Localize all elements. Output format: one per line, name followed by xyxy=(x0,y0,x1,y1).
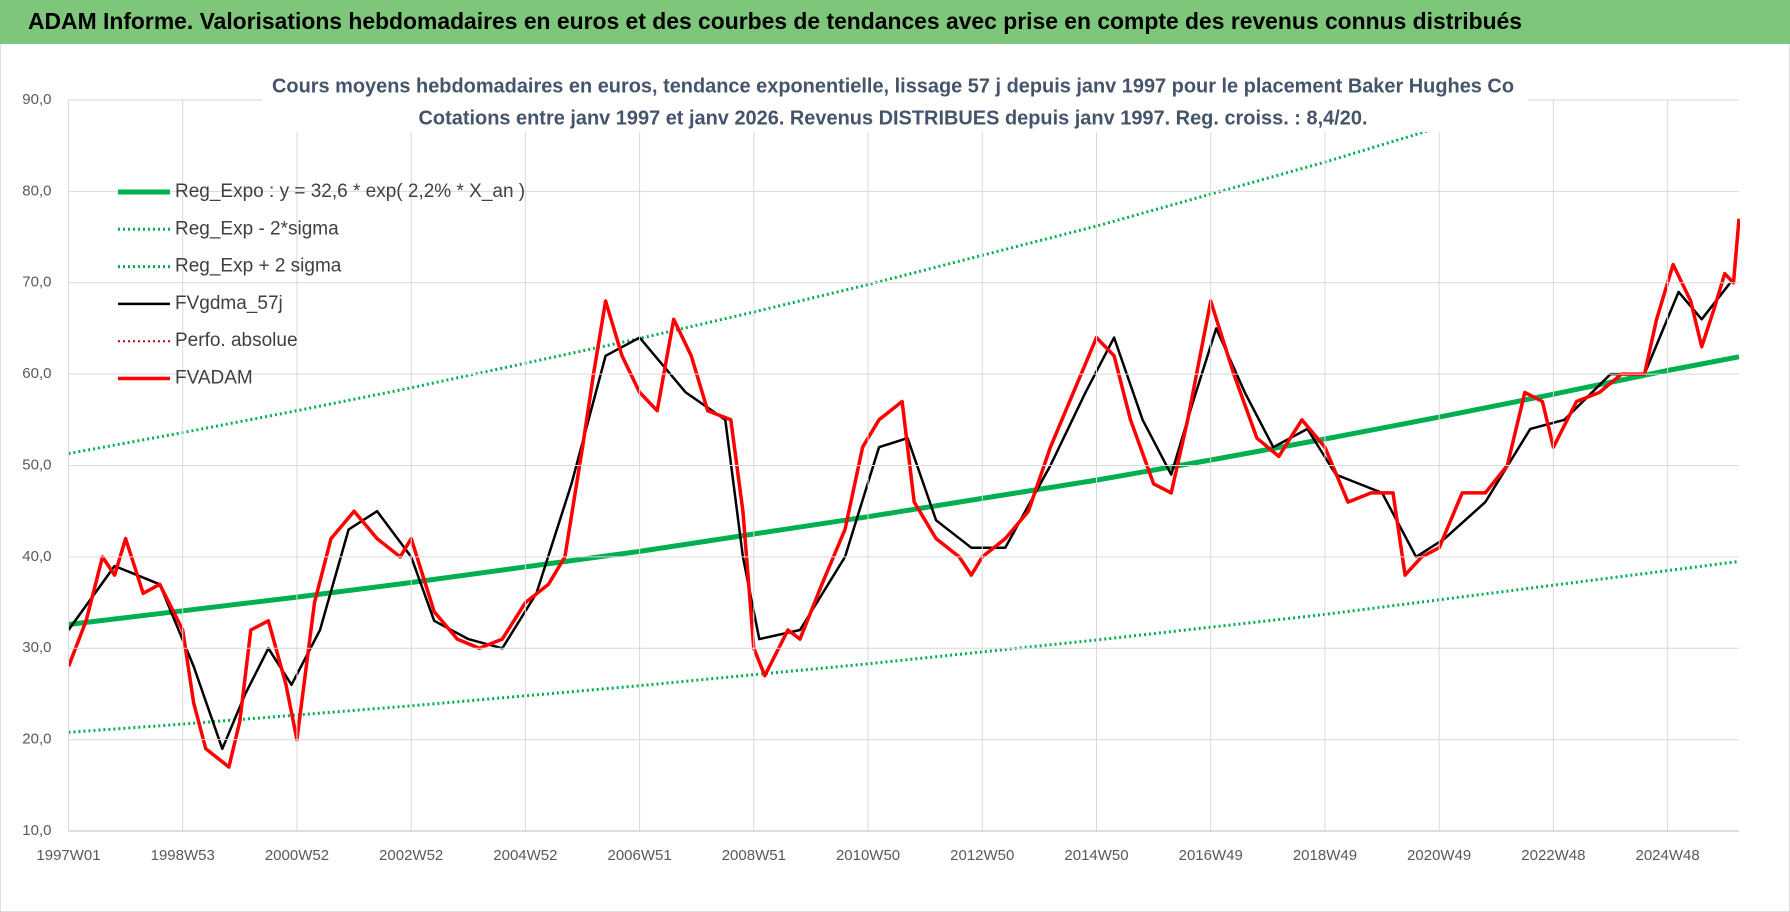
x-tick-label: 2010W50 xyxy=(836,847,900,864)
legend-label: Perfo. absolue xyxy=(175,330,298,351)
y-tick-label: 90,0 xyxy=(22,91,51,108)
y-tick-label: 80,0 xyxy=(22,182,51,199)
y-tick-label: 10,0 xyxy=(22,822,51,839)
header-bar xyxy=(0,0,1790,44)
series-line xyxy=(68,218,1740,769)
x-tick-label: 2018W49 xyxy=(1293,847,1357,864)
x-tick-label: 2024W48 xyxy=(1636,847,1700,864)
legend-label: Reg_Exp + 2 sigma xyxy=(175,256,342,277)
legend-label: FVgdma_57j xyxy=(175,293,283,314)
series-line xyxy=(68,282,1732,751)
x-tick-label: 2016W49 xyxy=(1179,847,1243,864)
header-title: ADAM Informe. Valorisations hebdomadaire… xyxy=(28,8,1522,34)
x-tick-label: 2000W52 xyxy=(265,847,329,864)
legend-label: Reg_Expo : y = 32,6 * exp( 2,2% * X_an ) xyxy=(175,181,525,202)
y-tick-label: 70,0 xyxy=(22,274,51,291)
x-tick-label: 2006W51 xyxy=(608,847,672,864)
title-background xyxy=(262,72,1528,132)
legend-label: FVADAM xyxy=(175,368,253,389)
series-line xyxy=(68,354,1740,627)
x-tick-label: 2002W52 xyxy=(379,847,443,864)
x-tick-label: 2008W51 xyxy=(722,847,786,864)
y-tick-label: 20,0 xyxy=(22,731,51,748)
x-tick-label: 2022W48 xyxy=(1521,847,1585,864)
x-tick-label: 2004W52 xyxy=(493,847,557,864)
x-tick-label: 2020W49 xyxy=(1407,847,1471,864)
series-line xyxy=(68,100,1533,456)
x-tick-label: 1997W01 xyxy=(36,847,100,864)
y-tick-label: 30,0 xyxy=(22,639,51,656)
plot-area xyxy=(68,100,1740,769)
y-tick-label: 40,0 xyxy=(22,548,51,565)
x-tick-label: 2012W50 xyxy=(950,847,1014,864)
legend-label: Reg_Exp - 2*sigma xyxy=(175,218,339,239)
chart-title: Cotations entre janv 1997 et janv 2026. … xyxy=(419,107,1368,129)
x-tick-label: 1998W53 xyxy=(151,847,215,864)
x-tick-label: 2014W50 xyxy=(1064,847,1128,864)
series-line xyxy=(68,559,1740,734)
y-tick-label: 50,0 xyxy=(22,456,51,473)
y-tick-label: 60,0 xyxy=(22,365,51,382)
chart-title: Cours moyens hebdomadaires en euros, ten… xyxy=(272,75,1514,97)
